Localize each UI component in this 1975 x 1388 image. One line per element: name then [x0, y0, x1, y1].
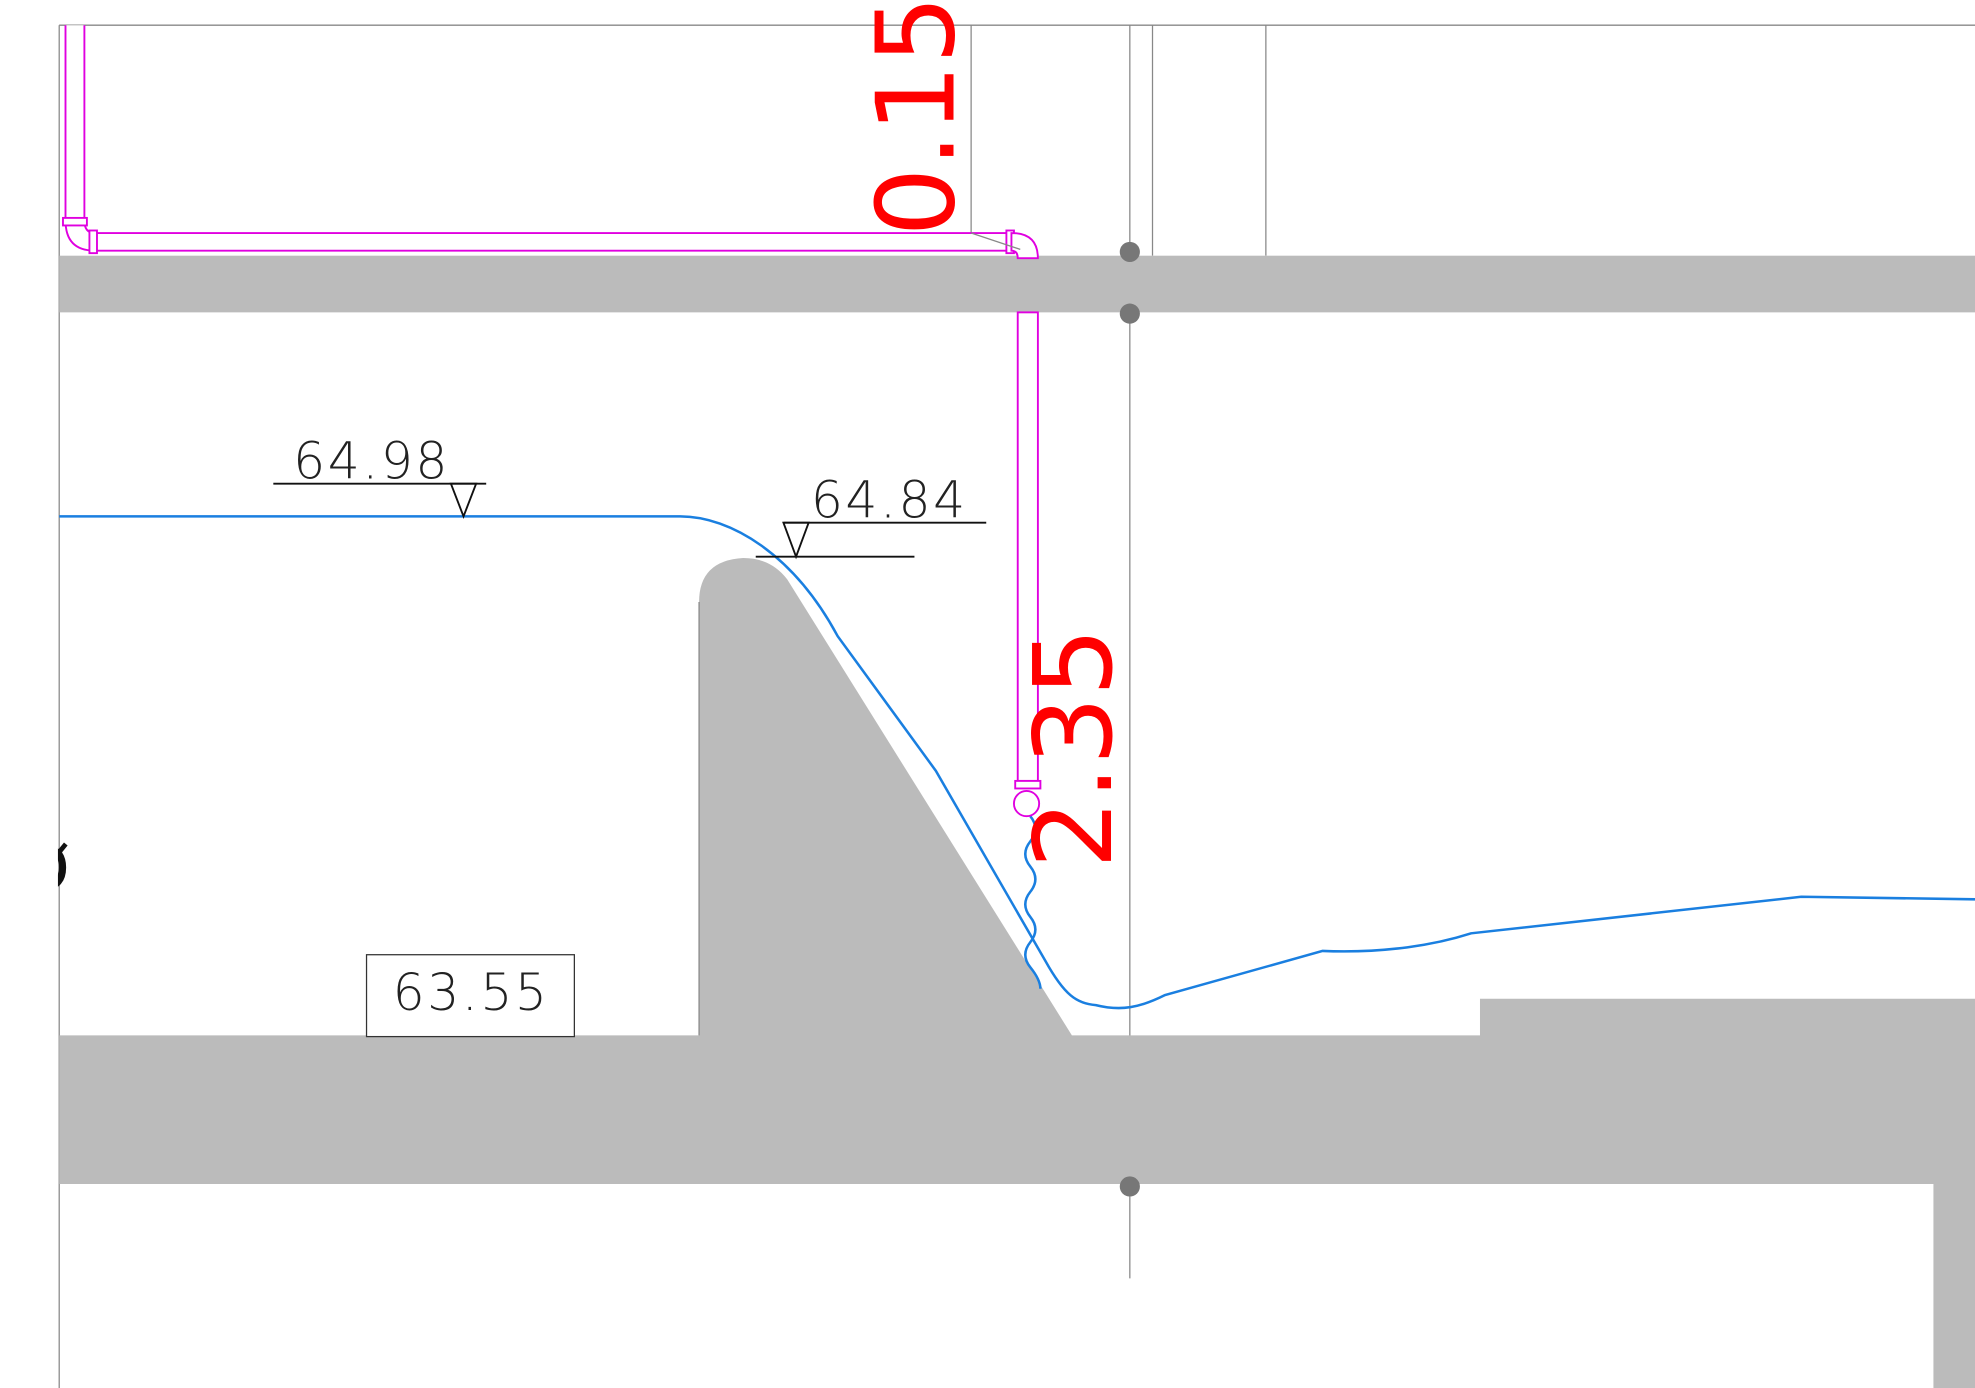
jet: [1024, 815, 1042, 989]
dimension-label: 2.35: [1010, 628, 1137, 869]
top-slab: [59, 255, 1975, 313]
joint: [1119, 241, 1140, 262]
pipe-flange: [1014, 779, 1042, 790]
elevation-marker: [449, 482, 478, 520]
leader: [970, 232, 1021, 250]
weir-and-floor: [59, 557, 1975, 1388]
pipe-elbow: [1010, 232, 1039, 260]
joint: [1119, 303, 1140, 324]
floor-label: 63.55: [393, 963, 550, 1022]
elevation-marker: [782, 521, 810, 560]
pipe-flange: [88, 229, 98, 255]
pipe-flange: [62, 216, 88, 227]
joint: [1119, 1176, 1140, 1197]
nozzle: [1013, 790, 1041, 818]
elevation-label: 64.98: [293, 432, 450, 491]
floor-box: [365, 954, 575, 1038]
water-surface: [59, 515, 1975, 1010]
elevation-label: 64.84: [811, 471, 968, 530]
dimension-label: 0.15: [852, 0, 979, 236]
margin: [0, 0, 58, 1388]
